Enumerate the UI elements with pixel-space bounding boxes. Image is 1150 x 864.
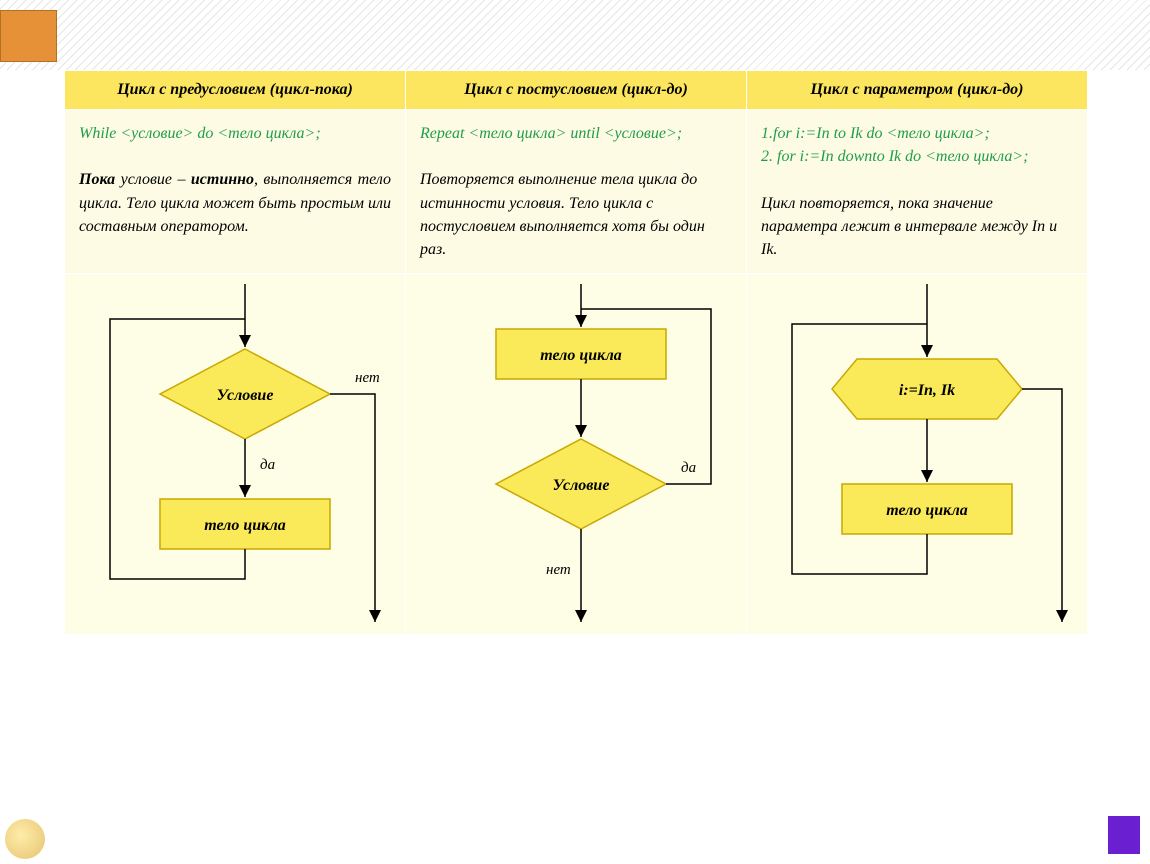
desc-col-1: Repeat <тело цикла> until <условие>; Пов… — [406, 110, 747, 274]
svg-text:да: да — [260, 457, 275, 473]
pencil-decoration — [5, 819, 45, 859]
flowchart-1: тело цикла Условие да нет — [406, 274, 747, 635]
desc-text-1: Повторяется выполнение тела цикла до ист… — [420, 171, 705, 258]
desc-text-0: Пока условие – истинно, выполняется тело… — [79, 168, 391, 238]
desc-text-2: Цикл повторяется, пока значение параметр… — [761, 195, 1057, 258]
hatch-bg — [0, 0, 1150, 70]
svg-text:Условие: Условие — [217, 387, 274, 404]
svg-text:тело цикла: тело цикла — [886, 502, 968, 519]
syntax-2: 1.for i:=In to Ik do <тело цикла>; 2. fo… — [761, 125, 1028, 165]
header-col-1: Цикл с постусловием (цикл-до) — [406, 71, 747, 110]
orange-corner — [0, 10, 57, 62]
purple-corner — [1108, 816, 1140, 854]
syntax-1: Repeat <тело цикла> until <условие>; — [420, 125, 682, 142]
comparison-table: Цикл с предусловием (цикл-пока) Цикл с п… — [64, 70, 1088, 635]
flowchart-0: Условие да тело цикла нет — [65, 274, 406, 635]
desc-col-2: 1.for i:=In to Ik do <тело цикла>; 2. fo… — [747, 110, 1088, 274]
header-col-2: Цикл с параметром (цикл-до) — [747, 71, 1088, 110]
svg-text:нет: нет — [546, 562, 571, 578]
svg-text:Условие: Условие — [553, 477, 610, 494]
svg-text:да: да — [681, 460, 696, 476]
flowchart-2: i:=In, Ik тело цикла — [747, 274, 1088, 635]
svg-text:тело цикла: тело цикла — [204, 517, 286, 534]
syntax-0: While <условие> do <тело цикла>; — [79, 125, 321, 142]
svg-text:нет: нет — [355, 370, 380, 386]
svg-text:i:=In, Ik: i:=In, Ik — [899, 382, 955, 399]
svg-text:тело цикла: тело цикла — [540, 347, 622, 364]
desc-col-0: While <условие> do <тело цикла>; Пока ус… — [65, 110, 406, 274]
header-col-0: Цикл с предусловием (цикл-пока) — [65, 71, 406, 110]
